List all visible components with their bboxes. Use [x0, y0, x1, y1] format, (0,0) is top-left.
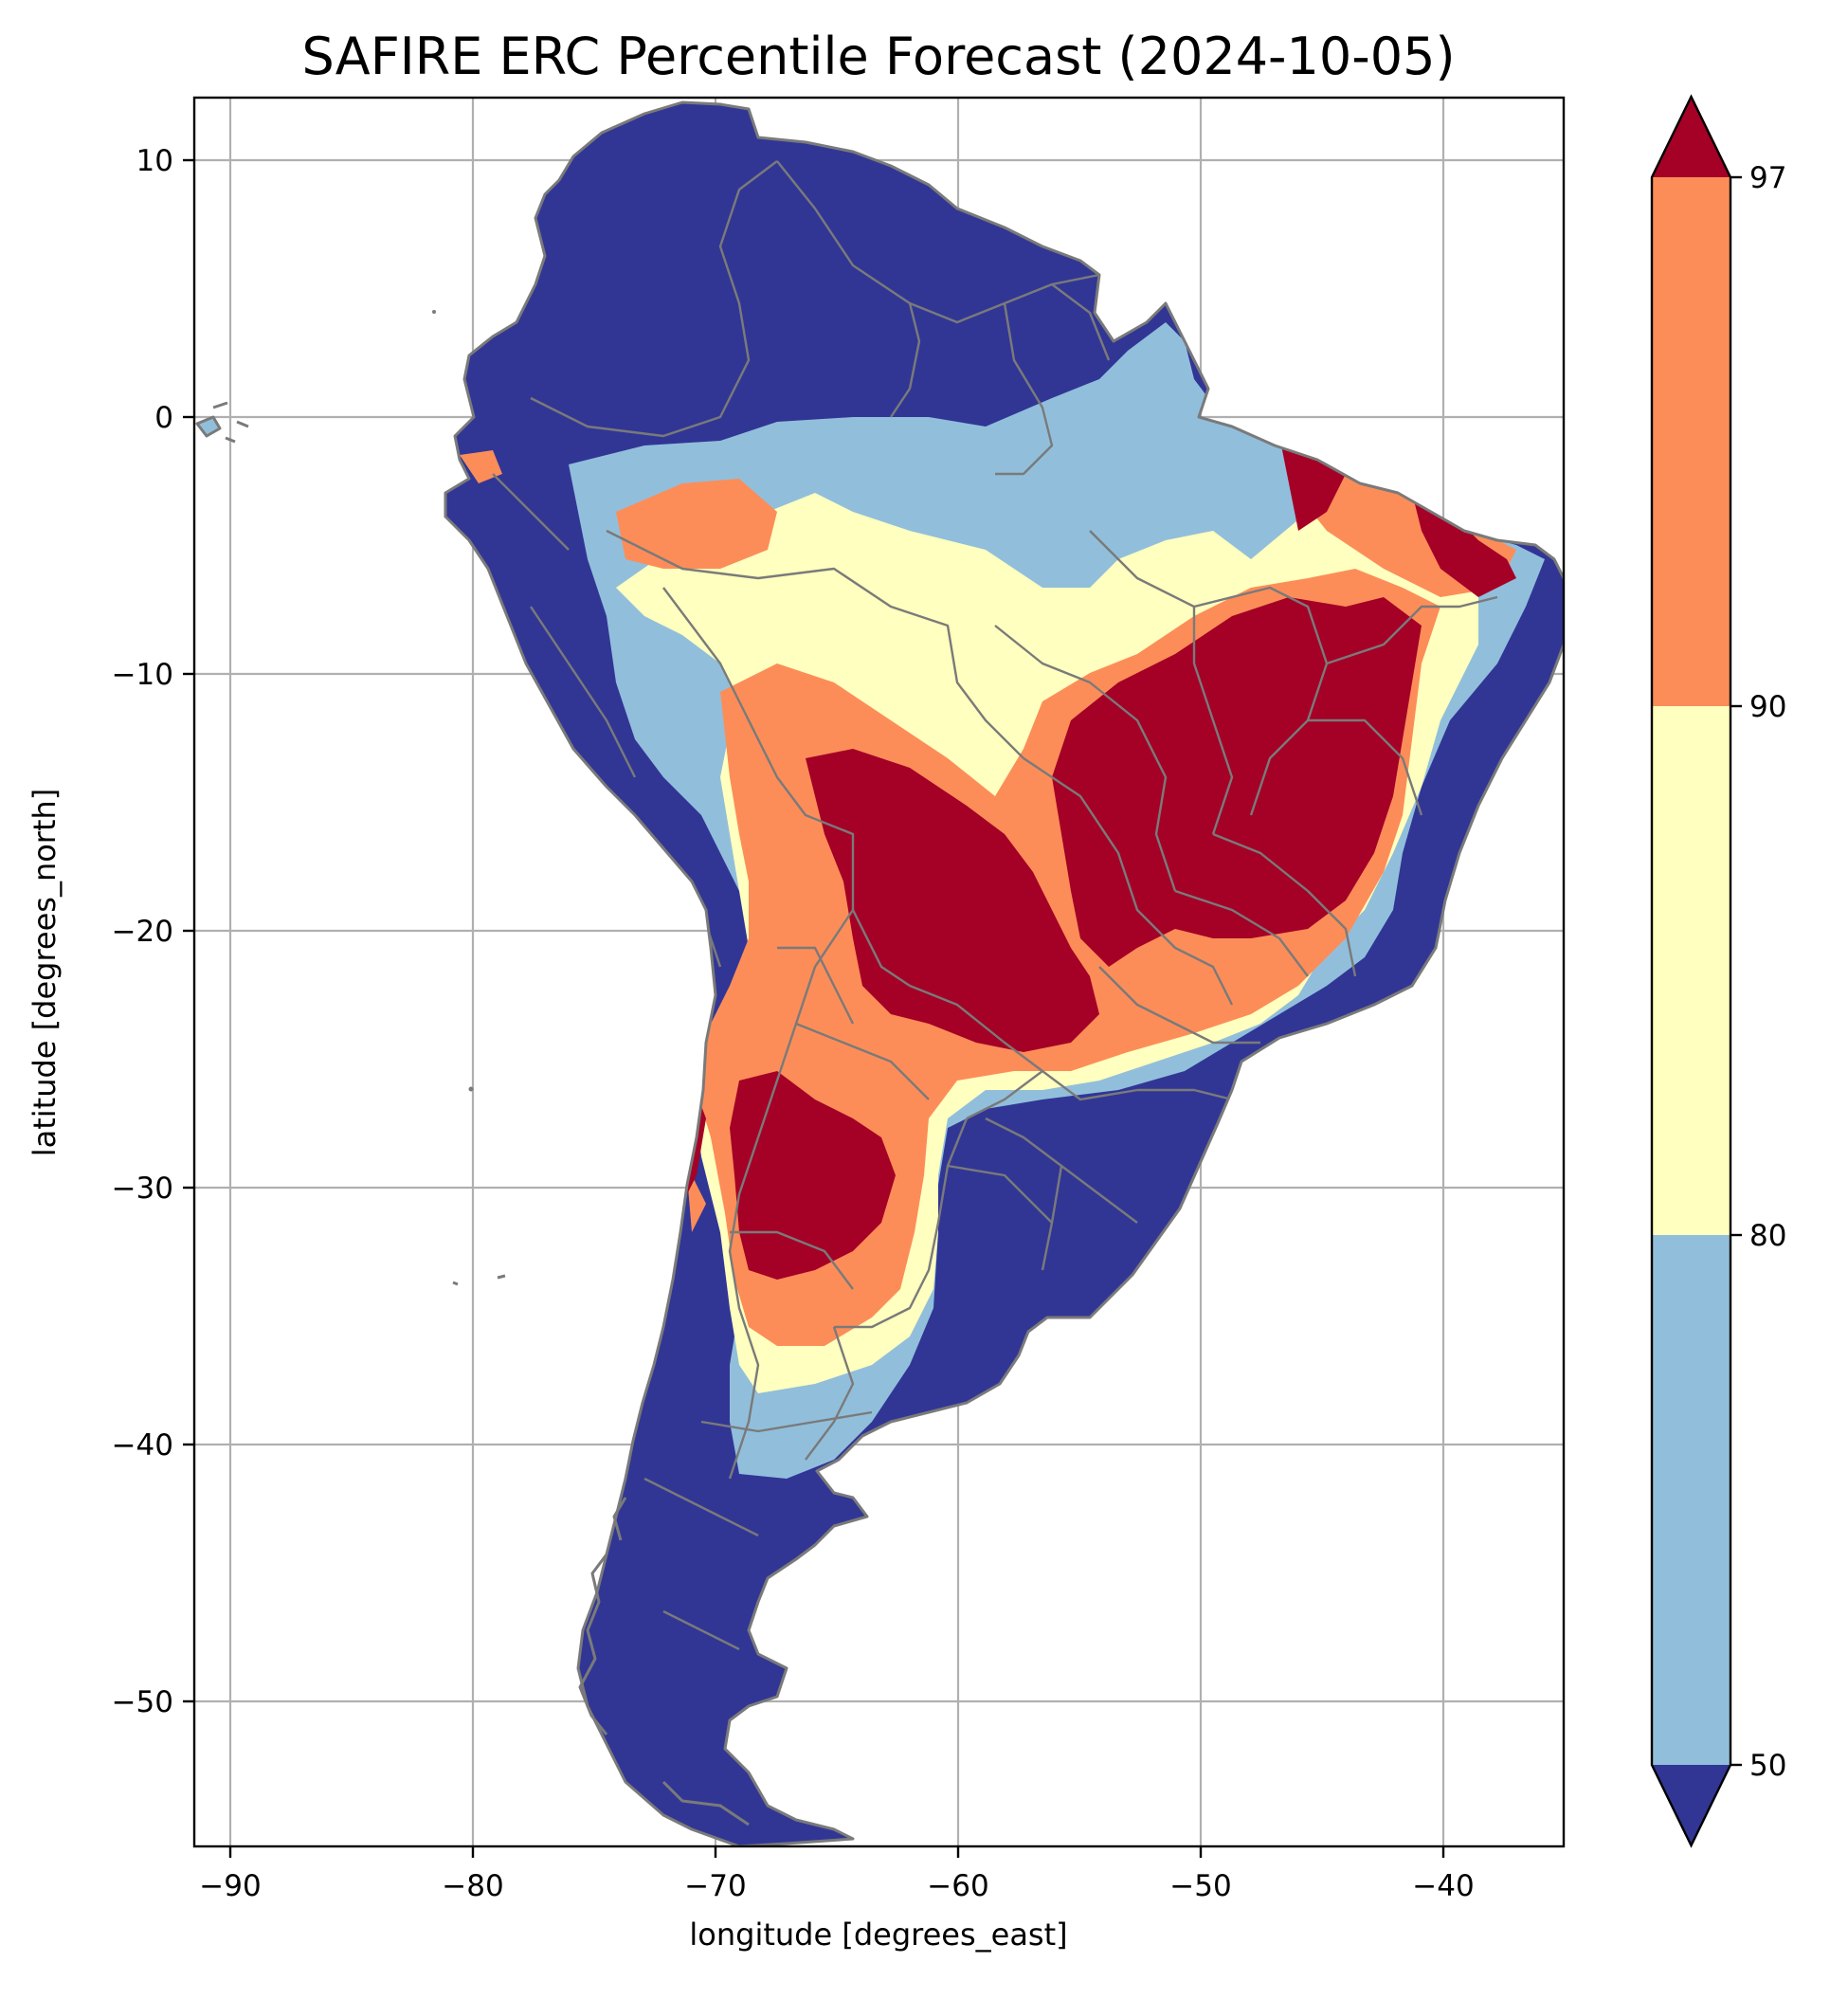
colorbar-extend-lower	[1652, 1765, 1730, 1845]
colorbar-tick-label: 50	[1749, 1749, 1786, 1783]
colorbar-extend-upper	[1652, 97, 1730, 177]
country-borders	[492, 160, 1498, 1651]
coastline	[195, 100, 1564, 1846]
colorbar: 50 80 90 97	[1650, 94, 1786, 1848]
x-tick-label: −90	[199, 1869, 261, 1903]
y-tick-marks	[183, 158, 194, 1703]
y-tick-labels: 10 0 −10 −20 −30 −40 −50	[112, 144, 173, 1719]
map-title: SAFIRE ERC Percentile Forecast (2024-10-…	[301, 27, 1455, 86]
x-tick-labels: −90 −80 −70 −60 −50 −40	[199, 1869, 1474, 1903]
colorbar-segment-50-80	[1652, 1235, 1730, 1765]
y-tick-label: −30	[112, 1172, 173, 1206]
y-tick-label: −20	[112, 915, 173, 949]
x-axis-label: longitude [degrees_east]	[689, 1917, 1067, 1953]
y-tick-label: −50	[112, 1685, 173, 1719]
x-tick-label: −80	[442, 1869, 503, 1903]
colorbar-segment-80-90	[1652, 706, 1730, 1235]
x-tick-label: −60	[927, 1869, 988, 1903]
y-tick-label: 0	[154, 401, 173, 435]
percentile-field	[445, 102, 1564, 1846]
x-tick-label: −40	[1412, 1869, 1474, 1903]
colorbar-tick-label: 90	[1749, 690, 1786, 724]
colorbar-segment-90-97	[1652, 177, 1730, 706]
axes-frame	[192, 96, 1566, 1848]
y-tick-label: 10	[136, 144, 173, 178]
y-tick-label: −40	[112, 1428, 173, 1463]
class-above-97	[578, 436, 1516, 1280]
x-tick-label: −70	[684, 1869, 746, 1903]
y-tick-label: −10	[112, 658, 173, 692]
x-tick-label: −50	[1169, 1869, 1231, 1903]
x-tick-marks	[228, 1846, 1445, 1858]
y-axis-label: latitude [degrees_north]	[27, 789, 63, 1157]
colorbar-tick-label: 97	[1749, 161, 1786, 195]
colorbar-tick-label: 80	[1749, 1219, 1786, 1253]
